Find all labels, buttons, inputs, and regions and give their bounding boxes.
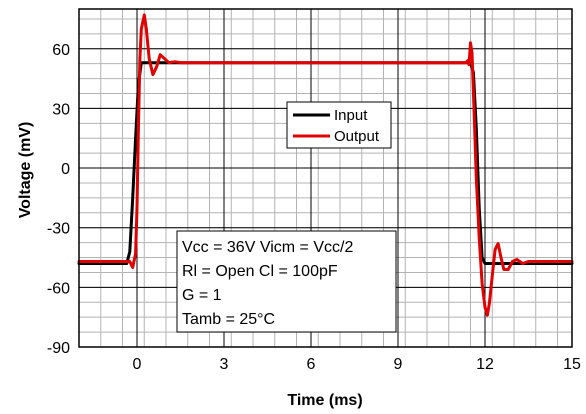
y-tick-label-30: 30 [52,101,70,118]
conditions-line-4: Tamb = 25°C [182,311,275,328]
plot-frame [78,8,573,348]
legend-box [286,101,392,149]
x-tick-label-15: 15 [563,356,581,373]
tick-labels: 0 3 6 9 12 15 -90 -60 -30 0 30 60 [47,42,581,373]
y-tick-label--30: -30 [47,221,70,238]
x-tick-label-12: 12 [476,356,494,373]
y-tick-label--60: -60 [47,280,70,297]
legend-label-output: Output [334,128,380,145]
conditions-line-1: Vcc = 36V Vicm = Vcc/2 [182,239,353,256]
series-layer [77,13,574,317]
conditions-line-2: Rl = Open Cl = 100pF [182,263,338,280]
conditions-line-3: G = 1 [182,287,222,304]
x-tick-label-6: 6 [307,356,316,373]
legend-label-input: Input [334,107,368,124]
x-tick-label-9: 9 [394,356,403,373]
series-line-output [77,13,574,317]
conditions-box: Vcc = 36V Vicm = Vcc/2 Rl = Open Cl = 10… [176,230,397,333]
x-axis-title: Time (ms) [287,392,362,409]
y-tick-label--90: -90 [47,340,70,357]
conditions-frame [176,230,397,333]
legend: Input Output [286,101,392,149]
y-tick-label-60: 60 [52,42,70,59]
y-axis-title: Voltage (mV) [17,122,34,219]
x-tick-label-3: 3 [220,356,229,373]
x-tick-label-0: 0 [133,356,142,373]
y-tick-label-0: 0 [61,161,70,178]
